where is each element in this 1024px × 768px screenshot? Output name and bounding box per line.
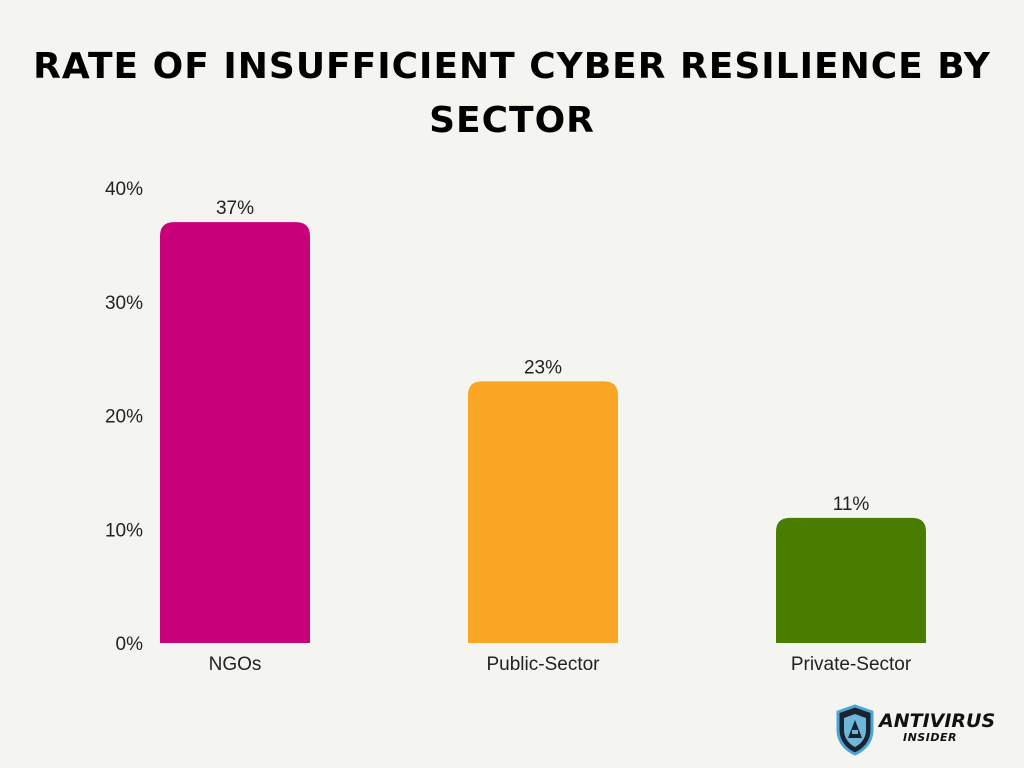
category-label: Private-Sector <box>791 654 912 675</box>
data-label: 37% <box>216 198 254 219</box>
antivirus-insider-logo: ANTIVIRUS INSIDER <box>835 704 995 760</box>
bars <box>160 222 926 643</box>
shield-icon <box>836 704 874 756</box>
category-label: NGOs <box>209 654 262 675</box>
bar <box>776 517 926 643</box>
data-labels: 37% 23% 11% <box>216 198 869 515</box>
y-tick-label: 0% <box>116 634 144 655</box>
logo-line2: INSIDER <box>903 731 957 744</box>
category-label: Public-Sector <box>487 654 601 675</box>
y-tick-label: 10% <box>105 520 143 541</box>
logo-line1: ANTIVIRUS <box>879 710 996 732</box>
bar <box>468 381 618 643</box>
bar <box>160 222 310 643</box>
y-tick-label: 30% <box>105 293 143 314</box>
bar-chart: 0% 10% 20% 30% 40% 37% 23% 11% NGOs Public-Sect… <box>105 179 926 675</box>
y-tick-label: 20% <box>105 407 143 428</box>
chart-title: RATE OF INSUFFICIENT CYBER RESILIENCE BY… <box>33 46 991 141</box>
category-labels: NGOs Public-Sector Private-Sector <box>209 654 912 675</box>
y-tick-label: 40% <box>105 179 143 200</box>
y-axis: 0% 10% 20% 30% 40% <box>105 179 143 655</box>
data-label: 11% <box>833 494 870 515</box>
data-label: 23% <box>524 357 562 378</box>
